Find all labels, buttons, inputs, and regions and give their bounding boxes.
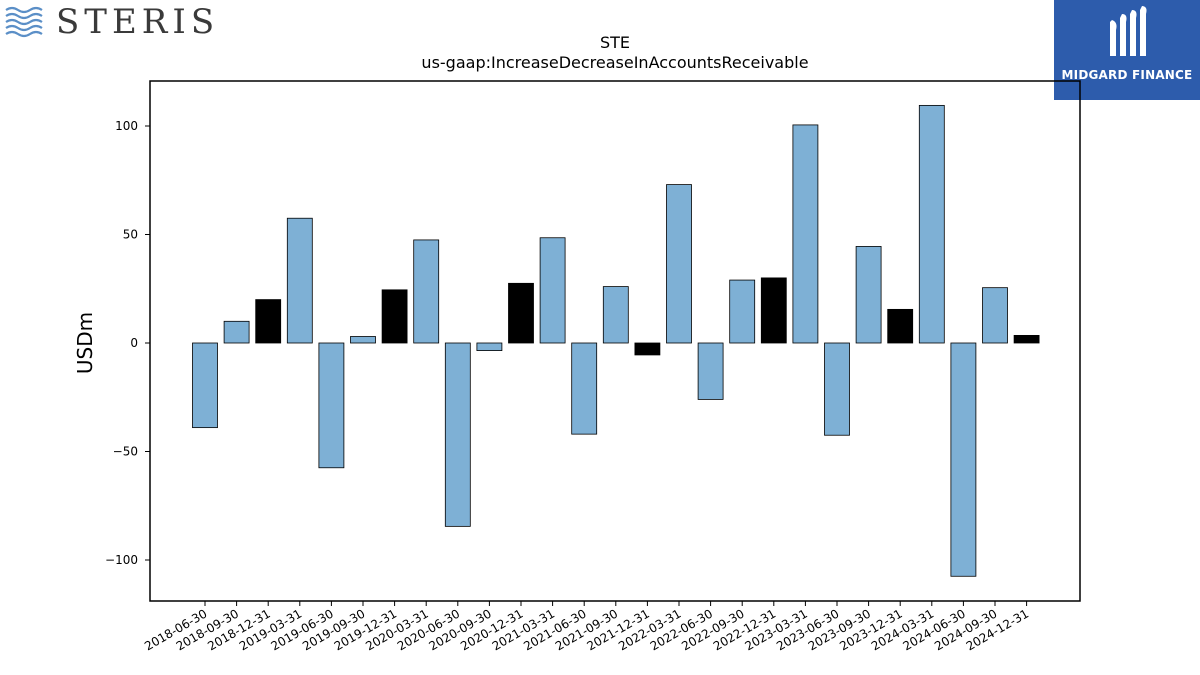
bar-2020-06-30 [444,342,471,527]
bar-2023-03-31 [792,124,819,344]
bar-series [192,104,1040,577]
y-axis: −100 −50 0 50 100 [105,119,150,567]
bar-2024-12-31 [1013,334,1040,344]
chart-subtitle: us-gaap:IncreaseDecreaseInAccountsReceiv… [421,53,808,72]
bar-2020-12-31 [508,282,534,344]
midgard-m-icon [1110,6,1147,56]
steris-logo: STERIS [4,2,214,42]
bar-2021-12-31 [634,342,661,356]
bar-2021-03-31 [539,237,566,344]
bar-2019-12-31 [381,289,408,344]
bar-2023-12-31 [887,308,914,344]
bar-2018-12-31 [255,299,282,344]
bar-2022-06-30 [697,342,724,400]
bar-2024-06-30 [950,342,977,577]
y-tick-label: −50 [113,445,138,459]
y-axis-label: USDm [73,312,97,374]
bar-2022-03-31 [666,184,692,344]
bar-2019-09-30 [350,336,376,344]
bar-2024-03-31 [918,104,945,344]
bar-2021-06-30 [571,342,598,435]
bar-2018-09-30 [223,320,250,344]
y-tick-label: 50 [123,228,138,242]
bar-2019-06-30 [318,342,345,469]
x-axis: 2018-06-302018-09-302018-12-312019-03-31… [142,601,1031,653]
bar-2019-03-31 [286,217,313,344]
y-tick-label: −100 [105,553,138,567]
bar-2018-06-30 [192,342,218,429]
y-tick-label: 0 [130,336,138,350]
steris-wave-icon [5,6,43,38]
bar-2024-09-30 [982,287,1008,344]
bar-2022-09-30 [729,279,756,344]
plot-frame [149,80,1081,602]
midgard-logo-text: MIDGARD FINANCE [1061,68,1193,82]
bar-2020-09-30 [476,342,503,351]
bar-2022-12-31 [760,277,787,344]
bar-2021-09-30 [602,286,629,344]
bar-2023-06-30 [824,342,850,436]
steris-logo-text: STERIS [56,2,220,42]
midgard-finance-logo: MIDGARD FINANCE [1054,0,1200,100]
bar-2020-03-31 [413,239,440,344]
bar-2023-09-30 [855,246,882,344]
y-tick-label: 100 [115,119,138,133]
chart-title: STE [600,33,630,52]
